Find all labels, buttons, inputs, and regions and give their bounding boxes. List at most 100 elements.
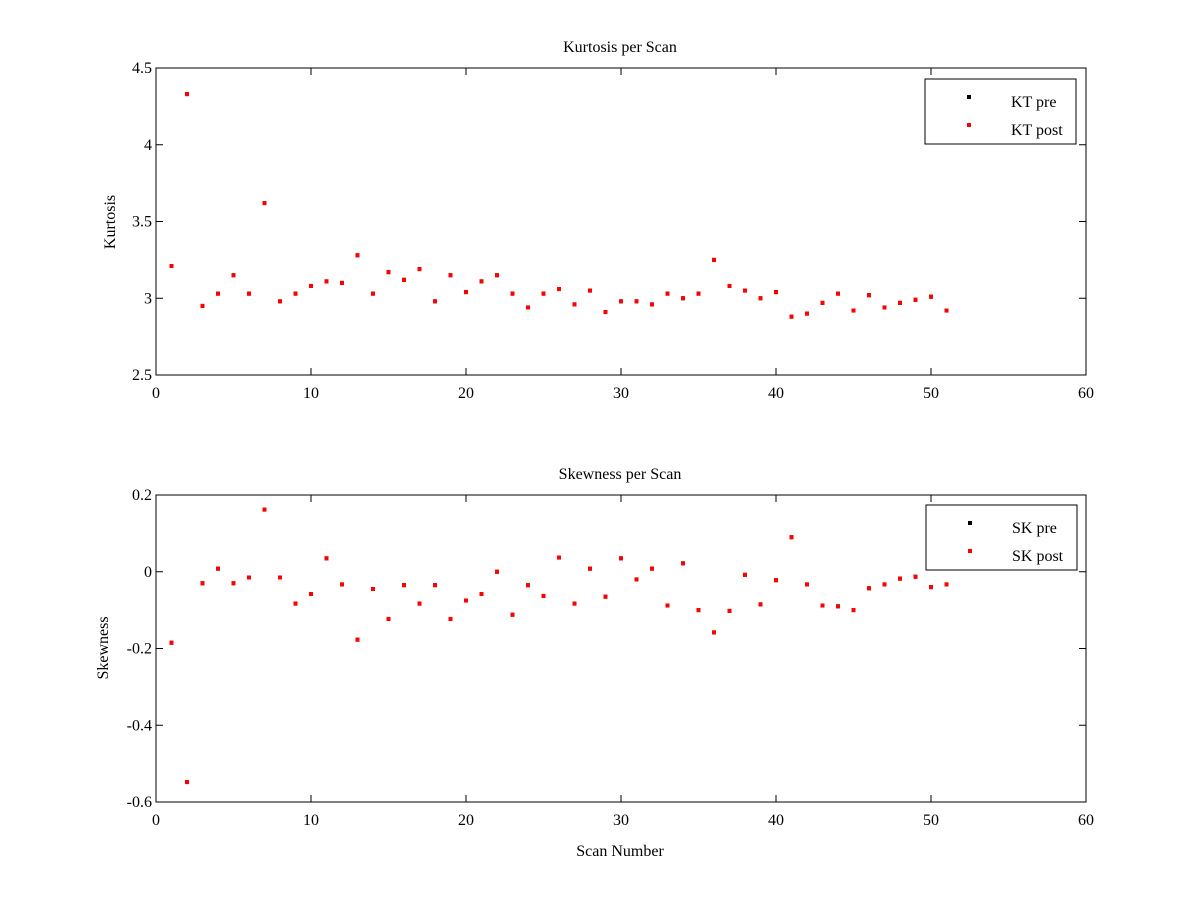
kurtosis-legend-marker-pre [967,95,971,99]
skewness-point-post [743,572,747,577]
skewness-point-post [479,592,484,597]
skewness-point-post [169,640,174,645]
kurtosis-point-post [200,303,205,308]
skewness-point-post [309,592,313,597]
kurtosis-point-post [402,277,406,282]
kurtosis-point-post [743,288,747,293]
kurtosis-point-post [929,294,933,299]
kurtosis-point-post [293,291,298,296]
kurtosis-xtick-label: 50 [923,385,939,402]
skewness-legend-marker-pre [968,521,972,525]
kurtosis-point-post [836,291,840,296]
skewness-point-post [665,603,670,608]
skewness-legend: SK pre SK post [925,504,1078,571]
skewness-point-post [619,556,623,561]
kurtosis-point-post [386,270,391,275]
kurtosis-ylabel: Kurtosis [102,195,119,249]
skewness-point-post [557,555,561,560]
skewness-point-post [572,601,577,606]
kurtosis-point-post [464,290,468,295]
kurtosis-point-post [774,290,778,295]
kurtosis-point-post [820,300,825,305]
kurtosis-ytick-label: 3.5 [132,214,152,231]
skewness-point-post [712,630,716,635]
skewness-point-post [774,578,778,583]
kurtosis-point-post [789,314,794,319]
kurtosis-point-post [433,299,437,304]
skewness-point-post [371,587,375,592]
kurtosis-point-post [371,291,375,296]
skewness-point-post [247,575,251,580]
skewness-point-post [882,582,887,587]
skewness-point-post [526,583,530,588]
skewness-ytick-label: -0.4 [127,717,152,734]
skewness-point-post [324,556,329,561]
skewness-point-post [185,780,189,785]
kurtosis-point-post [898,300,902,305]
kurtosis-xtick-label: 40 [768,385,784,402]
skewness-legend-label-post: SK post [1012,548,1064,565]
kurtosis-legend: KT pre KT post [924,78,1077,145]
skewness-point-post [433,583,437,588]
skewness-ytick-label: 0.2 [132,487,152,504]
kurtosis-point-post [448,273,453,278]
kurtosis-point-post [650,302,654,307]
kurtosis-point-post [495,273,499,278]
kurtosis-point-post [712,257,716,262]
skewness-point-post [696,608,701,613]
skewness-xtick-label: 50 [923,812,939,829]
skewness-ytick-label: 0 [144,564,152,581]
kurtosis-point-post [634,299,639,304]
kurtosis-point-post [169,264,174,269]
skewness-legend-marker-post [968,549,972,553]
kurtosis-point-post [247,291,251,296]
kurtosis-subplot: Kurtosis per Scan Kurtosis 0 10 20 30 40 50 60… [102,39,1094,402]
kurtosis-point-post [665,291,670,296]
skewness-points [169,507,949,785]
kurtosis-ytick-label: 3 [144,290,152,307]
skewness-point-post [603,594,608,599]
kurtosis-point-post [681,296,685,301]
skewness-point-post [510,612,515,617]
skewness-point-post [293,601,298,606]
kurtosis-point-post [340,280,344,285]
skewness-point-post [634,577,639,582]
kurtosis-legend-label-pre: KT pre [1011,94,1056,111]
skewness-point-post [386,616,391,621]
kurtosis-point-post [526,305,530,310]
skewness-point-post [789,535,794,540]
kurtosis-point-post [696,291,701,296]
kurtosis-ticks: 0 10 20 30 40 50 60 2.5 3 3.5 4 4.5 [132,60,1094,402]
skewness-xtick-label: 40 [768,812,784,829]
kurtosis-legend-label-post: KT post [1011,122,1063,139]
kurtosis-point-post [572,302,577,307]
skewness-xtick-label: 60 [1078,812,1094,829]
kurtosis-ytick-label: 2.5 [132,367,152,384]
kurtosis-point-post [882,305,887,310]
skewness-xtick-label: 10 [303,812,319,829]
skewness-point-post [727,608,732,613]
kurtosis-point-post [262,201,267,206]
skewness-subplot: Skewness per Scan Skewness Scan Number 0… [95,466,1094,860]
kurtosis-point-post [557,287,561,292]
kurtosis-point-post [541,291,546,296]
kurtosis-point-post [510,291,515,296]
kurtosis-point-post [479,279,484,284]
kurtosis-point-post [603,310,608,315]
skewness-point-post [278,575,282,580]
skewness-point-post [836,604,840,609]
kurtosis-axes-frame [155,67,1087,376]
skewness-xlabel: Scan Number [576,843,664,860]
skewness-ytick-label: -0.2 [127,641,152,658]
skewness-point-post [650,566,654,571]
skewness-ytick-label: -0.6 [127,794,152,811]
skewness-point-post [200,581,205,586]
kurtosis-legend-box [924,78,1077,145]
skewness-point-post [851,608,856,613]
kurtosis-point-post [309,283,313,288]
kurtosis-point-post [867,293,871,298]
skewness-point-post [448,616,453,621]
kurtosis-ytick-label: 4 [144,137,152,154]
